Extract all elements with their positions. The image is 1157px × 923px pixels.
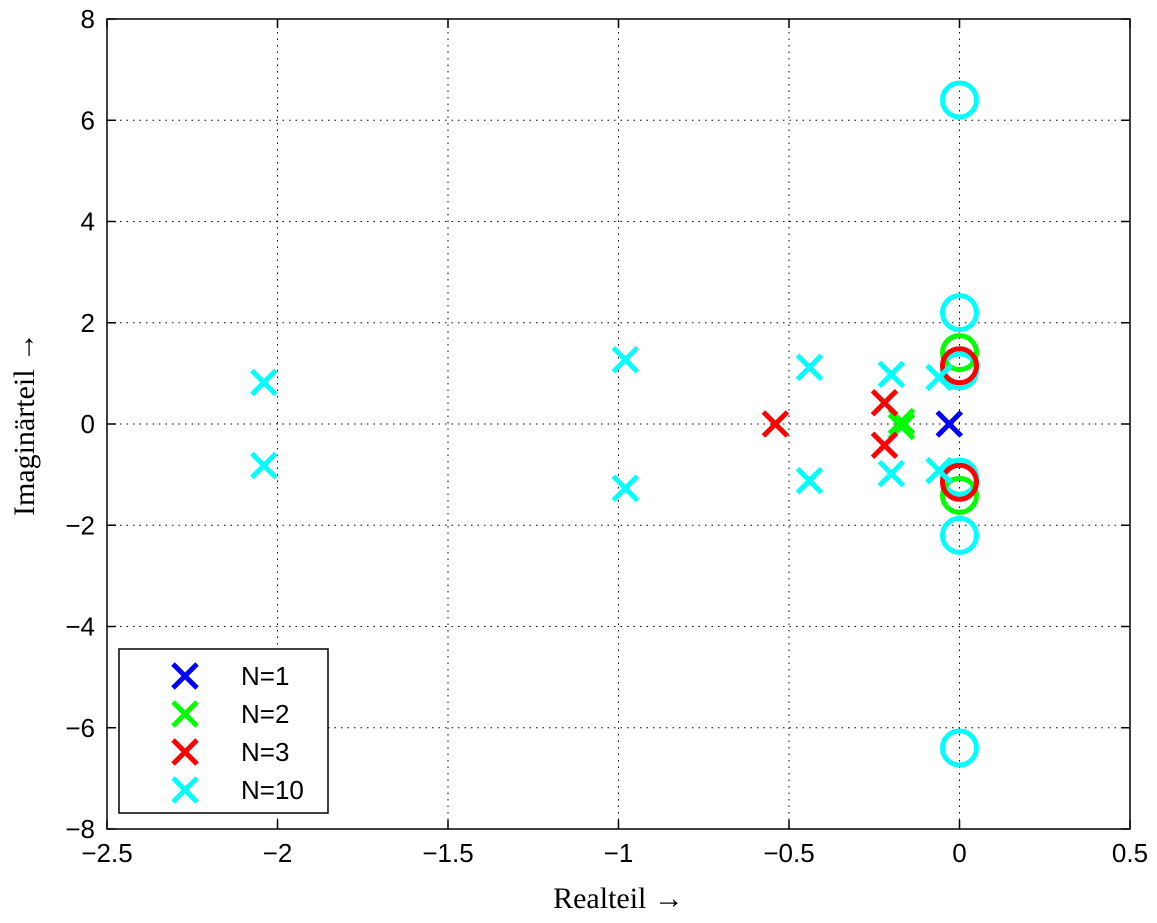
y-tick-label: −6 (65, 713, 95, 743)
y-tick-label: 2 (81, 308, 95, 338)
y-tick-label: 0 (81, 409, 95, 439)
zero-marker-n10 (940, 80, 979, 120)
x-tick-label: −1 (604, 838, 634, 868)
x-tick-label: 0.5 (1112, 838, 1148, 868)
y-tick-label: 6 (81, 105, 95, 135)
ticks: −2.5 −2 −1.5 −1 −0.5 0 0.5 −8 −6 −4 −2 0 2 4 6 8 (65, 4, 1148, 868)
x-tick-label: −1.5 (422, 838, 473, 868)
pole-marker-n10 (611, 345, 640, 374)
legend: N=1 N=2 N=3 N=10 (118, 648, 329, 814)
legend-marker (171, 662, 199, 690)
legend-label: N=2 (241, 699, 289, 729)
y-tick-label: −2 (65, 510, 95, 540)
zero-marker-n2 (940, 333, 979, 373)
pole-marker-n10 (250, 368, 278, 397)
pole-marker-n3 (761, 410, 790, 438)
zero-marker-n10 (940, 515, 979, 555)
x-axis-title: Realteil → (553, 882, 684, 915)
y-tick-label: −8 (65, 814, 95, 844)
pole-marker-n10 (877, 360, 906, 389)
pole-marker-n10 (795, 353, 824, 382)
zero-marker-n2 (940, 475, 979, 515)
pole-marker-n3 (870, 431, 899, 460)
pole-marker-n3 (870, 388, 899, 417)
legend-label: N=3 (241, 737, 289, 767)
y-tick-label: 8 (81, 4, 95, 34)
pole-marker-n10 (925, 456, 953, 485)
zero-marker-n10 (940, 728, 979, 768)
legend-marker (171, 738, 199, 766)
zero-marker-n3 (940, 462, 979, 502)
legend-box (118, 648, 329, 814)
grid (107, 19, 1130, 829)
legend-label: N=1 (241, 661, 289, 691)
y-tick-label: −4 (65, 612, 95, 642)
y-axis-title: Imaginärteil → (8, 332, 41, 516)
pole-marker-n10 (795, 466, 824, 495)
x-tick-label: −2 (263, 838, 293, 868)
y-tick-label: 4 (81, 207, 95, 237)
pole-marker-n10 (877, 459, 906, 488)
legend-marker (171, 700, 199, 728)
pole-marker-n10 (611, 474, 640, 503)
pole-marker-n10 (925, 363, 953, 392)
x-tick-label: −2.5 (81, 838, 132, 868)
legend-label: N=10 (241, 775, 304, 805)
zero-marker-n3 (940, 346, 979, 386)
poles-layer (250, 345, 964, 503)
pole-marker-n1 (935, 410, 964, 438)
x-tick-label: 0 (952, 838, 966, 868)
legend-marker (171, 776, 199, 804)
pole-marker-n10 (250, 451, 278, 480)
zero-marker-n10 (940, 293, 979, 333)
x-tick-label: −0.5 (763, 838, 814, 868)
